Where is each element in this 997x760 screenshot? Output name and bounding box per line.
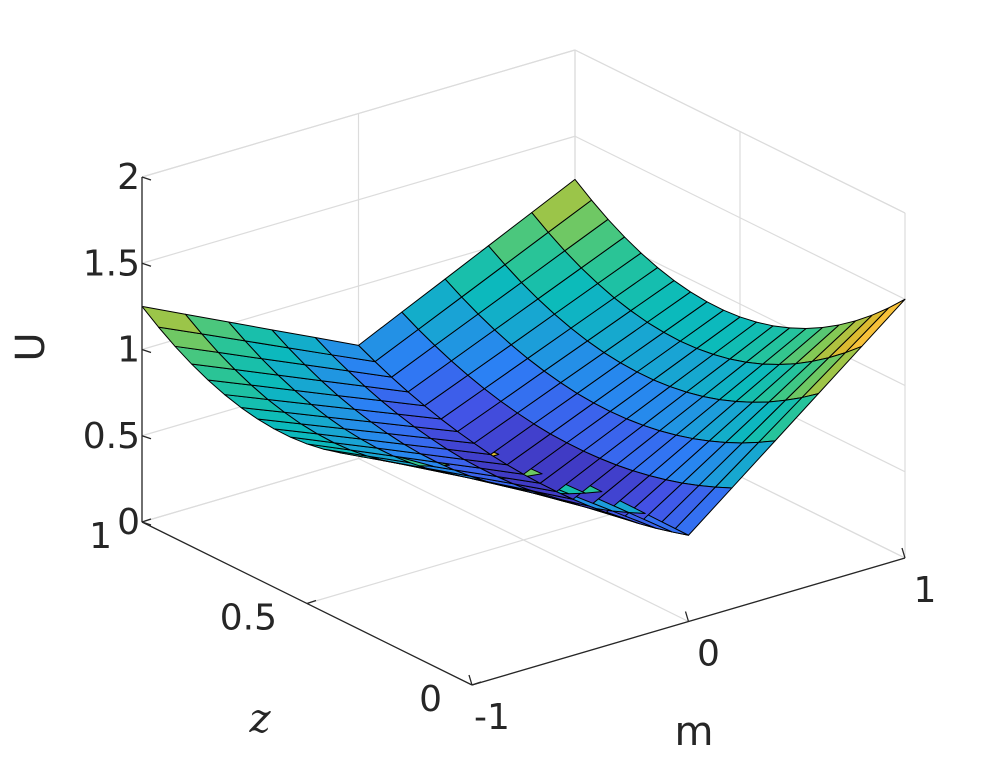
y-tick-mark: [306, 599, 317, 605]
z-tick-mark: [141, 176, 152, 181]
z-tick-label: 0: [117, 502, 140, 543]
z-tick-label: 1: [117, 330, 140, 371]
axes-lines: [141, 176, 906, 686]
surface-patch: [141, 305, 203, 335]
x-tick-mark: [684, 611, 690, 622]
z-tick-label: 0.5: [83, 416, 140, 457]
z-tick-label: 2: [117, 157, 140, 198]
y-tick-label: 0.5: [220, 598, 277, 639]
y-tick-mark: [471, 681, 482, 686]
y-tick-label: 0: [419, 679, 442, 720]
y-tick-mark: [141, 518, 152, 523]
y-axis-label: z: [248, 696, 271, 742]
z-axis-label: U: [8, 332, 54, 361]
z-tick-mark: [141, 348, 152, 354]
x-tick-label: 1: [914, 570, 937, 611]
grid-line: [141, 49, 576, 178]
x-tick-mark: [901, 547, 906, 559]
x-tick-mark: [468, 674, 473, 686]
x-tick-label: 0: [697, 634, 720, 675]
z-tick-mark: [141, 262, 152, 267]
surface-mesh: [141, 178, 906, 536]
x-axis-label: m: [675, 709, 714, 755]
y-tick-label: 1: [89, 516, 112, 557]
grid-line: [574, 49, 906, 214]
z-tick-mark: [141, 521, 152, 526]
z-tick-label: 1.5: [83, 243, 140, 284]
z-tick-mark: [141, 435, 152, 440]
x-tick-label: -1: [474, 697, 510, 738]
